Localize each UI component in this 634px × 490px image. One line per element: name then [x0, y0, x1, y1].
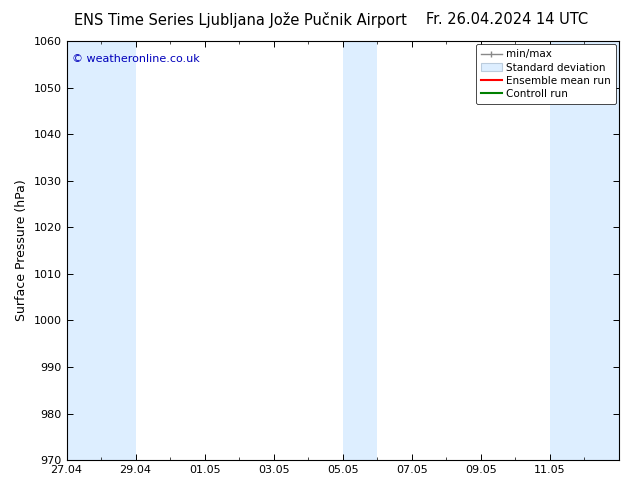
Bar — [67, 41, 136, 460]
Bar — [550, 41, 619, 460]
Text: ENS Time Series Ljubljana Jože Pučnik Airport: ENS Time Series Ljubljana Jože Pučnik Ai… — [74, 12, 408, 28]
Bar — [343, 41, 377, 460]
Text: Fr. 26.04.2024 14 UTC: Fr. 26.04.2024 14 UTC — [426, 12, 588, 27]
Y-axis label: Surface Pressure (hPa): Surface Pressure (hPa) — [15, 180, 28, 321]
Legend: min/max, Standard deviation, Ensemble mean run, Controll run: min/max, Standard deviation, Ensemble me… — [476, 44, 616, 104]
Text: © weatheronline.co.uk: © weatheronline.co.uk — [72, 53, 200, 64]
